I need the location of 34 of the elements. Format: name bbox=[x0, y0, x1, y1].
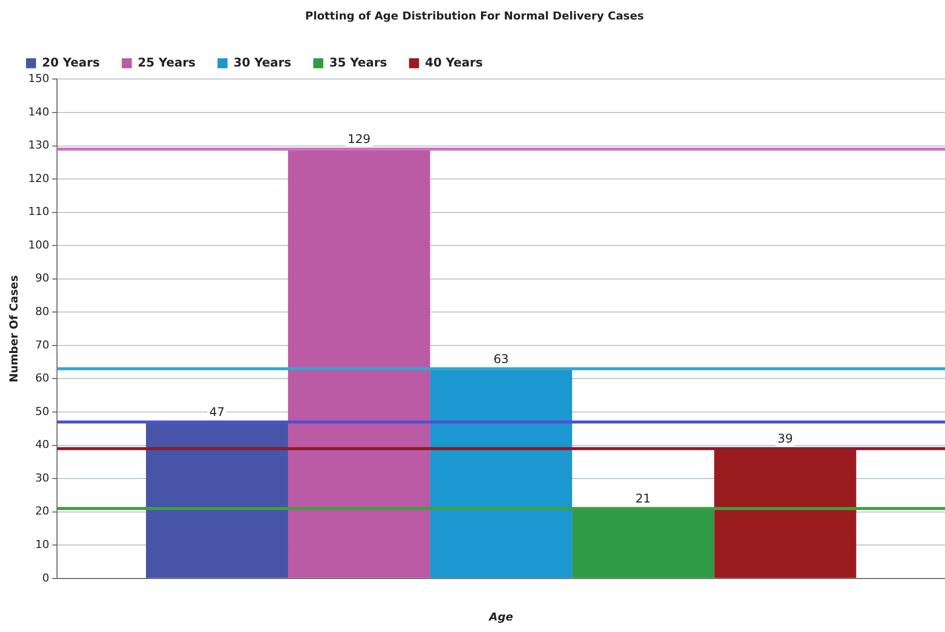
y-tick-label: 0 bbox=[42, 571, 50, 584]
legend-label: 30 Years bbox=[234, 55, 292, 70]
bar bbox=[430, 368, 572, 578]
bar bbox=[288, 149, 430, 578]
y-tick-label: 30 bbox=[35, 471, 50, 484]
y-tick-label: 150 bbox=[28, 72, 50, 86]
y-tick-label: 40 bbox=[35, 438, 50, 452]
y-tick-label: 130 bbox=[28, 138, 50, 152]
chart-title: Plotting of Age Distribution For Normal Delivery Cases bbox=[305, 9, 644, 22]
y-tick-label: 90 bbox=[35, 272, 50, 285]
y-tick-label: 10 bbox=[35, 538, 50, 551]
bar bbox=[146, 422, 288, 578]
y-tick-label: 80 bbox=[35, 305, 50, 318]
legend-label: 20 Years bbox=[42, 55, 100, 70]
data-label: 21 bbox=[636, 492, 651, 506]
y-tick-label: 70 bbox=[35, 338, 50, 352]
y-tick-label: 100 bbox=[28, 238, 50, 252]
data-label: 39 bbox=[778, 432, 793, 446]
y-tick-label: 50 bbox=[35, 404, 50, 418]
data-label: 63 bbox=[493, 352, 509, 366]
y-axis-title: Number Of Cases bbox=[7, 274, 20, 382]
y-tick-label: 120 bbox=[28, 172, 50, 185]
y-tick-label: 20 bbox=[35, 504, 50, 518]
data-label: 47 bbox=[209, 405, 225, 420]
bar bbox=[714, 448, 856, 578]
data-label: 129 bbox=[348, 132, 370, 146]
bar bbox=[572, 508, 714, 578]
y-tick-label: 60 bbox=[35, 372, 50, 385]
x-axis-title: Age bbox=[488, 610, 514, 624]
y-tick-label: 110 bbox=[28, 205, 50, 218]
y-tick-label: 140 bbox=[28, 105, 50, 118]
legend-label: 40 Years bbox=[425, 55, 483, 70]
legend-label: 25 Years bbox=[138, 55, 196, 70]
legend-label: 35 Years bbox=[329, 55, 388, 70]
